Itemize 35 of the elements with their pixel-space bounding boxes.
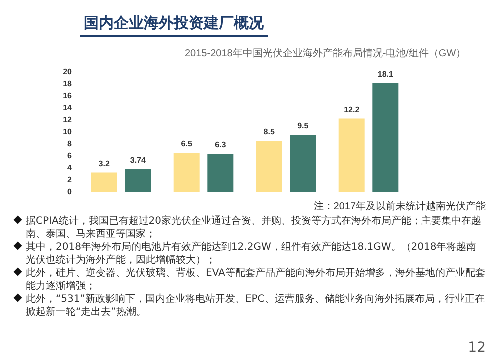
bar [125, 170, 152, 192]
text: 注：2017年及以前未统计越南光伏产能 [314, 200, 486, 212]
text: 其中，2018年海外布局的电池片有效产能达到12.2GW，组件有效产能达18.1GW。（2018年将越南光伏也统计为海外产能，因此增幅较大）； [25, 242, 478, 267]
data-label: 3.2 [98, 159, 110, 168]
y-tick-label: 0 [68, 188, 73, 196]
y-tick-label: 14 [63, 104, 73, 112]
bar [256, 141, 282, 192]
y-tick-label: 8 [68, 140, 73, 148]
data-label: 6.5 [181, 140, 193, 148]
chart-subtitle: 2015-2018年中国光伏企业海外产能布局情况-电池/组件（GW） [185, 48, 466, 60]
text: 此外，“531”新政影响下，国内企业将电站开发、EPC、运营服务、储能业务向海外拓展布局，行业正在掀起新一轮“走出去”热潮。 [25, 294, 486, 319]
text: 12 [468, 340, 486, 356]
data-label: 12.2 [344, 105, 360, 114]
bar [372, 83, 399, 192]
data-label: 9.5 [298, 122, 310, 130]
data-label: 6.3 [215, 140, 227, 150]
y-tick-label: 4 [68, 164, 73, 172]
data-label: 3.74 [130, 156, 146, 166]
text: 此外，硅片、逆变器、光伏玻璃、背板、EVA等配套产品产能向海外布局开始增多，海外基地的产业配套能力逐渐增强； [25, 268, 486, 293]
bar [290, 135, 316, 192]
y-tick-label: 20 [63, 68, 73, 76]
text: 据CPIA统计，我国已有超过20家光伏企业通过合资、并购、投资等方式在海外布局产能；主要集中在越南、泰国、马来西亚等国家； [25, 216, 483, 241]
bar [338, 118, 365, 192]
y-tick-label: 10 [63, 128, 73, 136]
bar [174, 153, 200, 192]
y-tick-label: 16 [63, 92, 73, 100]
chart-title: 国内企业海外投资建厂概况 [80, 14, 268, 37]
y-tick-label: 2 [68, 176, 73, 184]
y-tick-label: 18 [63, 80, 73, 88]
bar [91, 172, 118, 192]
bar [208, 154, 234, 192]
data-label: 18.1 [378, 70, 394, 79]
y-tick-label: 6 [68, 152, 73, 160]
data-label: 8.5 [264, 128, 276, 136]
y-tick-label: 12 [63, 116, 73, 124]
